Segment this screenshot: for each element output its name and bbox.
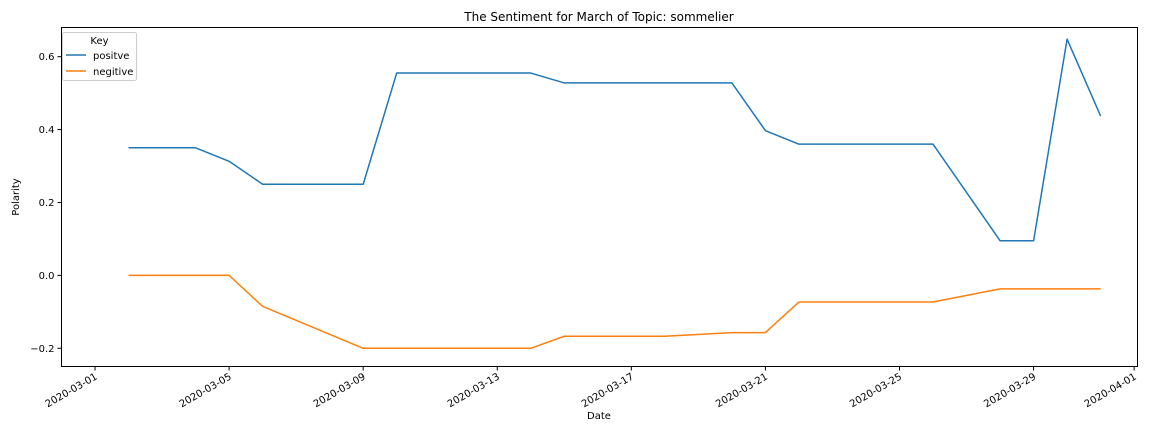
series-layer — [128, 38, 1102, 350]
x-tick-label: 2020-03-25 — [848, 372, 904, 411]
legend-label-negitive: negitive — [93, 67, 133, 78]
series-line-positve — [128, 38, 1102, 242]
legend-label-positve: positve — [93, 51, 129, 62]
y-axis: −0.2 0.0 0.2 0.4 0.6 — [30, 52, 62, 355]
chart-title: The Sentiment for March of Topic: sommel… — [463, 10, 734, 24]
series-line-negitive — [128, 274, 1101, 350]
x-tick-label: 2020-03-21 — [714, 372, 770, 411]
x-tick-label: 2020-03-01 — [44, 372, 100, 411]
plot-area — [61, 27, 1138, 367]
y-tick-label: 0.0 — [39, 271, 55, 282]
y-axis-label: Polarity — [11, 178, 22, 216]
legend: Key positve negitive — [62, 32, 137, 81]
y-tick-label: 0.4 — [39, 125, 55, 136]
x-tick-label: 2020-03-17 — [580, 372, 636, 411]
x-tick-label: 2020-03-29 — [982, 372, 1038, 411]
x-tick-label: 2020-03-05 — [178, 372, 234, 411]
legend-box — [62, 32, 137, 81]
y-tick-label: 0.2 — [39, 198, 55, 209]
y-tick-label: 0.6 — [39, 52, 55, 63]
x-axis-label: Date — [587, 411, 611, 422]
x-axis: 2020-03-01 2020-03-05 2020-03-09 2020-03-13… — [44, 366, 1139, 411]
x-tick-label: 2020-04-01 — [1083, 372, 1139, 411]
y-tick-label: −0.2 — [30, 344, 54, 355]
x-tick-label: 2020-03-09 — [312, 372, 368, 411]
x-tick-label: 2020-03-13 — [446, 372, 502, 411]
legend-title: Key — [90, 36, 108, 47]
